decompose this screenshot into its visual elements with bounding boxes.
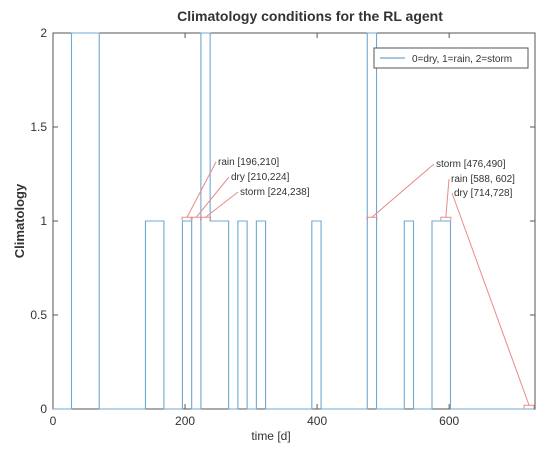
annotation-label: storm [476,490] <box>436 159 506 170</box>
series-layer <box>53 32 534 410</box>
y-tick-label: 0.5 <box>30 308 47 322</box>
annotation-bracket <box>190 216 202 221</box>
annotation-bracket <box>440 216 452 221</box>
x-tick-label: 400 <box>307 414 327 428</box>
plot-frame <box>52 32 536 410</box>
annotation-label: rain [588, 602] <box>451 174 515 185</box>
annotation-arrow <box>205 191 239 218</box>
annotation-arrow <box>186 161 217 218</box>
chart-title: Climatology conditions for the RL agent <box>177 8 443 24</box>
annotation-arrow <box>195 176 230 218</box>
y-tick-label: 1 <box>40 214 47 228</box>
annotation-arrow <box>451 192 530 406</box>
annotation-bracket <box>200 216 212 221</box>
legend-label: 0=dry, 1=rain, 2=storm <box>412 54 512 65</box>
annotation-layer: rain [196,210] dry [210,224] storm [224,23… <box>181 157 535 409</box>
legend-box <box>373 47 529 69</box>
y-tick-label: 2 <box>40 26 47 40</box>
y-tick-label: 0 <box>40 402 47 416</box>
y-axis-label: Climatology <box>12 183 27 258</box>
legend: 0=dry, 1=rain, 2=storm <box>373 47 529 69</box>
x-axis-label: time [d] <box>251 429 290 443</box>
annotation-bracket <box>523 404 535 409</box>
axis-ticks: 0 0.5 1 1.5 2 0 200 400 600 <box>30 26 535 428</box>
annotation-label: rain [196,210] <box>218 157 279 168</box>
annotation-label: dry [714,728] <box>454 188 513 199</box>
annotation-bracket <box>366 216 378 221</box>
annotation-arrow <box>445 178 450 218</box>
y-tick-label: 1.5 <box>30 120 47 134</box>
annotation-label: storm [224,238] <box>240 187 310 198</box>
x-tick-label: 600 <box>439 414 459 428</box>
x-tick-label: 200 <box>175 414 195 428</box>
annotation-label: dry [210,224] <box>231 172 290 183</box>
annotation-arrow <box>371 163 435 218</box>
annotation-bracket <box>181 216 193 221</box>
x-tick-label: 0 <box>50 414 57 428</box>
climatology-series-line <box>53 32 534 410</box>
